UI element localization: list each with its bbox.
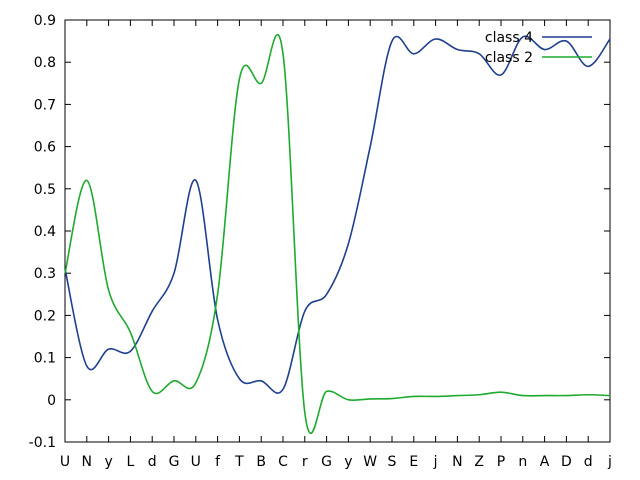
x-tick-label: G bbox=[321, 454, 332, 470]
y-tick-label: 0.3 bbox=[34, 266, 56, 282]
legend-label-class-4: class 4 bbox=[485, 30, 533, 46]
series-line-class-2 bbox=[64, 33, 611, 434]
y-tick-label: 0.1 bbox=[34, 351, 56, 367]
y-tick-label: 0 bbox=[47, 393, 56, 409]
x-tick-label: n bbox=[518, 454, 527, 470]
x-tick-label: y bbox=[104, 454, 112, 470]
x-tick-label: U bbox=[191, 454, 201, 470]
x-tick-label: j bbox=[607, 454, 612, 470]
x-tick-label: G bbox=[169, 454, 180, 470]
x-tick-label: D bbox=[561, 454, 572, 470]
y-tick-label: 0.2 bbox=[34, 308, 56, 324]
legend: class 4 class 2 bbox=[485, 30, 592, 66]
x-tick-label: S bbox=[388, 454, 397, 470]
x-tick-label: T bbox=[234, 454, 244, 470]
x-tick-label: A bbox=[540, 454, 550, 470]
x-tick-label: y bbox=[344, 454, 352, 470]
x-tick-label: N bbox=[452, 454, 462, 470]
x-tick-label: Z bbox=[474, 454, 484, 470]
y-tick-label: 0.6 bbox=[34, 140, 56, 156]
x-tick-label: d bbox=[584, 454, 593, 470]
x-tick-label: W bbox=[363, 454, 377, 470]
x-tick-label: j bbox=[433, 454, 438, 470]
x-tick-label: U bbox=[60, 454, 70, 470]
x-tick-label: E bbox=[409, 454, 418, 470]
x-tick-label: B bbox=[256, 454, 266, 470]
series-line-class-4 bbox=[64, 35, 611, 394]
x-tick-label: C bbox=[278, 454, 288, 470]
y-axis: -0.1 0 0.1 0.2 0.3 0.4 0.5 0.6 0.7 0.8 0.9 bbox=[29, 13, 610, 451]
y-tick-label: 0.9 bbox=[34, 13, 56, 29]
legend-label-class-2: class 2 bbox=[485, 50, 533, 66]
x-tick-label: f bbox=[215, 454, 221, 470]
y-tick-label: 0.5 bbox=[34, 182, 56, 198]
x-tick-label: L bbox=[126, 454, 134, 470]
y-tick-label: 0.7 bbox=[34, 97, 56, 113]
y-tick-label: 0.4 bbox=[34, 224, 56, 240]
x-tick-label: P bbox=[497, 454, 505, 470]
x-tick-label: r bbox=[302, 454, 308, 470]
y-tick-label: 0.8 bbox=[34, 55, 56, 71]
x-tick-label: d bbox=[148, 454, 157, 470]
y-tick-label: -0.1 bbox=[29, 435, 56, 451]
x-tick-label: N bbox=[82, 454, 92, 470]
series-layer bbox=[64, 33, 611, 434]
